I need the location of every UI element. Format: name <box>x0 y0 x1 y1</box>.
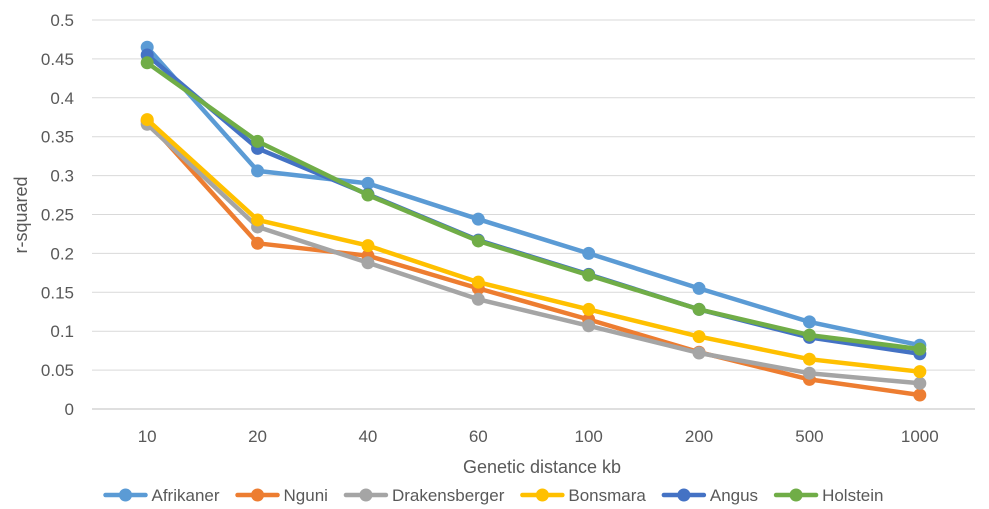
legend-item: Afrikaner <box>103 486 220 505</box>
data-point <box>251 236 265 250</box>
legend-item: Nguni <box>235 486 328 505</box>
legend-label: Afrikaner <box>152 486 220 505</box>
data-point <box>802 328 816 342</box>
data-point <box>361 188 375 202</box>
data-point <box>582 268 596 282</box>
data-point <box>471 212 485 226</box>
y-tick-label: 0.15 <box>41 283 74 302</box>
data-point <box>471 234 485 248</box>
legend-label: Drakensberger <box>392 486 505 505</box>
data-point <box>802 315 816 329</box>
x-tick-label: 1000 <box>901 427 939 446</box>
y-tick-label: 0 <box>65 400 74 419</box>
series-nguni <box>140 114 927 402</box>
data-point <box>251 134 265 148</box>
y-tick-label: 0.4 <box>50 89 74 108</box>
y-tick-label: 0.25 <box>41 206 74 225</box>
legend-swatch-marker <box>677 488 691 502</box>
y-axis-title: r-squared <box>11 176 31 253</box>
series-line <box>144 118 923 398</box>
data-point <box>140 56 154 70</box>
y-tick-label: 0.3 <box>50 167 74 186</box>
series-line <box>144 60 923 352</box>
data-point <box>582 246 596 260</box>
data-point <box>913 342 927 356</box>
data-point <box>361 176 375 190</box>
data-point <box>140 113 154 127</box>
data-point <box>692 302 706 316</box>
legend-label: Bonsmara <box>568 486 646 505</box>
x-tick-label: 60 <box>469 427 488 446</box>
x-axis-title: Genetic distance kb <box>463 457 621 477</box>
series-line <box>144 122 923 386</box>
x-tick-label: 100 <box>575 427 603 446</box>
y-tick-label: 0.45 <box>41 50 74 69</box>
series-lines <box>140 40 927 402</box>
data-point <box>582 302 596 316</box>
x-tick-label: 500 <box>795 427 823 446</box>
legend-item: Angus <box>661 486 758 505</box>
legend-label: Holstein <box>822 486 883 505</box>
x-tick-label: 10 <box>138 427 157 446</box>
series-line <box>144 52 923 357</box>
legend-swatch-marker <box>119 488 133 502</box>
legend-item: Holstein <box>773 486 883 505</box>
legend-item: Drakensberger <box>343 486 505 505</box>
data-point <box>361 239 375 253</box>
data-point <box>692 330 706 344</box>
data-point <box>913 376 927 390</box>
y-tick-label: 0.35 <box>41 128 74 147</box>
series-holstein <box>140 56 927 356</box>
legend-swatch-marker <box>789 488 803 502</box>
data-point <box>802 366 816 380</box>
data-point <box>361 256 375 270</box>
series-bonsmara <box>140 113 927 379</box>
data-point <box>582 319 596 333</box>
legend: Afrikaner Nguni Drakensberger Bonsmara Angus… <box>103 486 883 505</box>
legend-swatch-marker <box>251 488 265 502</box>
data-point <box>251 213 265 227</box>
data-point <box>802 352 816 366</box>
gridlines <box>92 19 975 410</box>
x-tick-label: 40 <box>358 427 377 446</box>
legend-item: Bonsmara <box>520 486 646 505</box>
series-line <box>144 117 923 374</box>
data-point <box>913 388 927 402</box>
legend-label: Angus <box>710 486 758 505</box>
data-point <box>692 281 706 295</box>
series-line <box>144 44 923 348</box>
x-axis-tick-labels: 10 20 40 60 100 200 500 1000 <box>138 427 939 446</box>
data-point <box>913 365 927 379</box>
y-axis-tick-labels: 0 0.05 0.1 0.15 0.2 0.25 0.3 0.35 0.4 0.45 0.5 <box>41 11 74 419</box>
legend-label: Nguni <box>284 486 328 505</box>
data-point <box>251 164 265 178</box>
x-tick-label: 20 <box>248 427 267 446</box>
data-point <box>471 275 485 289</box>
legend-swatch-marker <box>535 488 549 502</box>
y-tick-label: 0.2 <box>50 244 74 263</box>
x-tick-label: 200 <box>685 427 713 446</box>
y-tick-label: 0.1 <box>50 322 74 341</box>
data-point <box>471 292 485 306</box>
y-tick-label: 0.05 <box>41 361 74 380</box>
y-tick-label: 0.5 <box>50 11 74 30</box>
data-point <box>692 346 706 360</box>
legend-swatch-marker <box>359 488 373 502</box>
